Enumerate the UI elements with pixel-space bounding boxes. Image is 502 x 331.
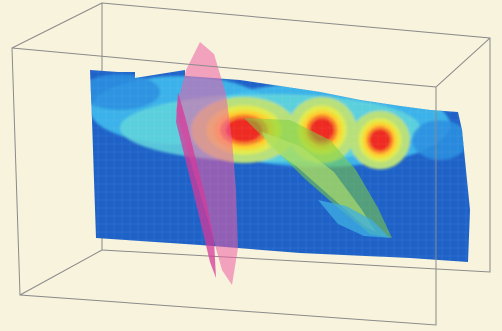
heatmap-slice [90,70,470,262]
heat-halo-3 [90,74,160,110]
right-anomaly-level-4 [369,129,391,151]
pink-fault-plane [176,42,238,285]
bounding-box-front [11,47,437,326]
fault-surfaces [176,42,392,285]
box-edge-bottom-left [19,249,103,296]
heat-halo-4 [412,120,468,160]
box-front-face [11,47,437,326]
box-edge-top-right [435,37,491,88]
box-edge-top-left [11,2,103,49]
cyan-fault-surface [318,200,390,238]
magenta-fault-edge [176,92,216,278]
